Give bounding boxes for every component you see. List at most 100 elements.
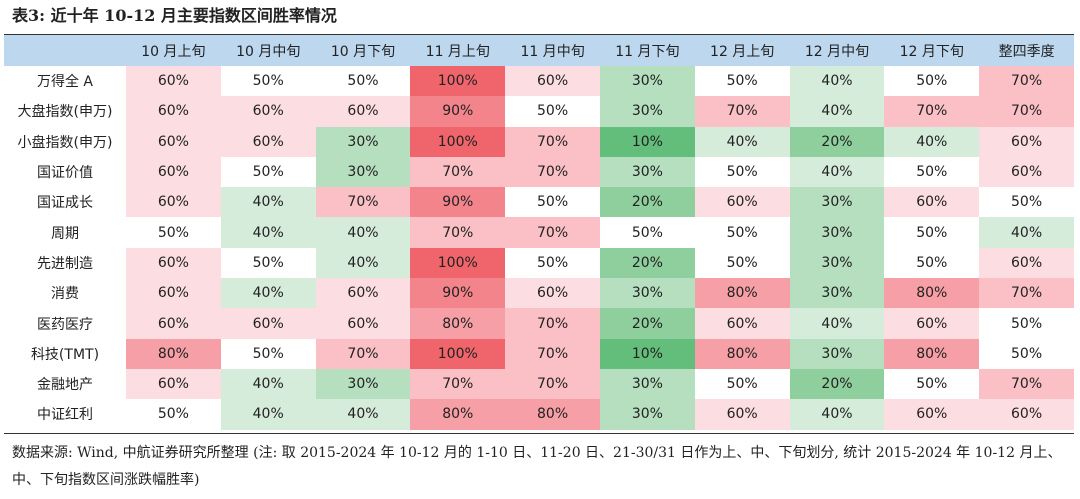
table-cell: 60%: [126, 247, 221, 279]
table-cell: 50%: [694, 66, 790, 97]
table-cell: 60%: [220, 126, 316, 157]
source-note: 数据来源: Wind, 中航证券研究所整理 (注: 取 2015-2024 年 …: [12, 445, 1062, 488]
table-cell: 40%: [315, 399, 411, 430]
table-cell: 60%: [694, 308, 790, 339]
table-cell: 60%: [220, 96, 316, 127]
table-cell: 50%: [505, 187, 600, 218]
table-row: 中证红利 50% 40% 40% 80% 80% 30% 60% 40% 60% 60%: [4, 399, 1074, 430]
table-cell: 70%: [505, 308, 600, 339]
table-cell: 50%: [505, 247, 600, 279]
table-cell: 50%: [599, 217, 695, 248]
table-row: 周期 50% 40% 40% 70% 70% 50% 50% 30% 50% 40%: [4, 217, 1074, 248]
header-corner: [4, 35, 126, 66]
column-header: 11 月下旬: [599, 35, 695, 66]
table-cell: 50%: [884, 66, 980, 97]
table-row: 国证成长 60% 40% 70% 90% 50% 20% 60% 30% 60% 50%: [4, 187, 1074, 218]
row-label: 小盘指数(申万): [4, 126, 126, 157]
table-cell: 80%: [505, 399, 600, 430]
table-cell: 30%: [789, 217, 885, 248]
table-cell: 50%: [220, 156, 316, 188]
table-cell: 70%: [505, 217, 600, 248]
table-cell: 70%: [979, 368, 1074, 400]
table-row: 小盘指数(申万) 60% 60% 30% 100% 70% 10% 40% 20% 40% 60%: [4, 126, 1074, 157]
table-row: 科技(TMT) 80% 50% 70% 100% 70% 10% 80% 30% 80% 50%: [4, 338, 1074, 369]
table-cell: 30%: [599, 96, 695, 127]
table-row: 消费 60% 40% 60% 90% 60% 30% 80% 30% 80% 70%: [4, 278, 1074, 309]
table-cell: 50%: [694, 368, 790, 400]
column-header: 12 月上旬: [694, 35, 790, 66]
row-label: 国证成长: [4, 187, 126, 218]
table-cell: 30%: [789, 338, 885, 369]
table-cell: 40%: [220, 399, 316, 430]
row-label: 万得全 A: [4, 66, 126, 97]
table-cell: 60%: [505, 66, 600, 97]
table-cell: 50%: [694, 217, 790, 248]
row-label: 先进制造: [4, 247, 126, 279]
table-cell: 40%: [789, 308, 885, 339]
table-cell: 60%: [126, 66, 221, 97]
table-cell: 80%: [410, 308, 506, 339]
table-cell: 60%: [126, 368, 221, 400]
table-cell: 40%: [220, 187, 316, 218]
table-cell: 60%: [126, 308, 221, 339]
row-label: 大盘指数(申万): [4, 96, 126, 127]
table-cell: 40%: [220, 368, 316, 400]
table-cell: 50%: [694, 247, 790, 279]
table-cell: 20%: [599, 308, 695, 339]
table-cell: 50%: [979, 308, 1074, 339]
table-cell: 70%: [315, 338, 411, 369]
table-cell: 60%: [884, 187, 980, 218]
table-cell: 60%: [126, 156, 221, 188]
table-cell: 70%: [410, 368, 506, 400]
table-cell: 60%: [126, 126, 221, 157]
table-cell: 50%: [126, 399, 221, 430]
table-cell: 100%: [410, 247, 506, 279]
table-cell: 70%: [979, 66, 1074, 97]
header-row: 10 月上旬 10 月中旬 10 月下旬 11 月上旬 11 月中旬 11 月下旬 12 月…: [4, 35, 1074, 66]
table-cell: 60%: [979, 247, 1074, 279]
table-cell: 30%: [789, 247, 885, 279]
table-cell: 50%: [884, 217, 980, 248]
table-cell: 70%: [505, 338, 600, 369]
table-cell: 60%: [315, 96, 411, 127]
table-cell: 40%: [979, 217, 1074, 248]
table-row: 万得全 A 60% 50% 50% 100% 60% 30% 50% 40% 50% 70%: [4, 66, 1074, 97]
column-header: 10 月下旬: [315, 35, 411, 66]
table-cell: 20%: [789, 126, 885, 157]
table-cell: 30%: [315, 156, 411, 188]
table-cell: 70%: [410, 156, 506, 188]
column-header: 11 月中旬: [505, 35, 600, 66]
row-label: 医药医疗: [4, 308, 126, 339]
table-cell: 10%: [599, 338, 695, 369]
table-cell: 40%: [315, 247, 411, 279]
table-cell: 60%: [126, 96, 221, 127]
table-cell: 90%: [410, 278, 506, 309]
table-cell: 30%: [315, 126, 411, 157]
table-cell: 50%: [884, 368, 980, 400]
table-cell: 70%: [505, 156, 600, 188]
table-cell: 40%: [315, 217, 411, 248]
table-cell: 30%: [315, 368, 411, 400]
table-cell: 70%: [884, 96, 980, 127]
table-cell: 70%: [410, 217, 506, 248]
table-cell: 70%: [505, 368, 600, 400]
table-cell: 90%: [410, 187, 506, 218]
table-cell: 70%: [315, 187, 411, 218]
win-rate-table: 10 月上旬 10 月中旬 10 月下旬 11 月上旬 11 月中旬 11 月下旬 12 月…: [4, 35, 1074, 430]
table-cell: 100%: [410, 66, 506, 97]
table-cell: 20%: [599, 247, 695, 279]
table-cell: 70%: [505, 126, 600, 157]
table-cell: 20%: [789, 368, 885, 400]
row-label: 周期: [4, 217, 126, 248]
table-cell: 100%: [410, 126, 506, 157]
table-row: 金融地产 60% 40% 30% 70% 70% 30% 50% 20% 50% 70%: [4, 368, 1074, 400]
table-cell: 60%: [694, 399, 790, 430]
table-cell: 30%: [599, 66, 695, 97]
table-cell: 50%: [884, 156, 980, 188]
table-row: 大盘指数(申万) 60% 60% 60% 90% 50% 30% 70% 40% 70% 70%: [4, 96, 1074, 127]
row-label: 消费: [4, 278, 126, 309]
table-cell: 50%: [220, 66, 316, 97]
row-label: 中证红利: [4, 399, 126, 430]
table-row: 先进制造 60% 50% 40% 100% 50% 20% 50% 30% 50% 60%: [4, 247, 1074, 279]
table-cell: 40%: [789, 156, 885, 188]
